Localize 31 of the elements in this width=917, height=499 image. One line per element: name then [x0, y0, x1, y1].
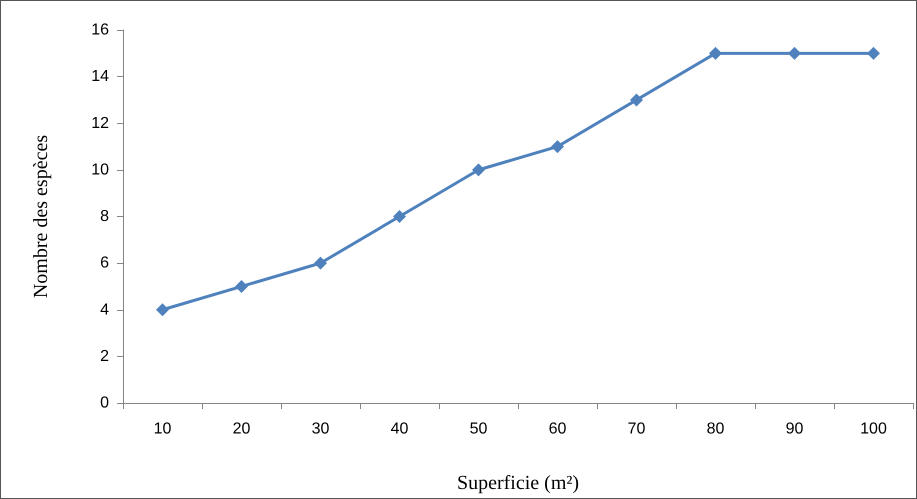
x-tick-label: 50: [470, 420, 488, 438]
point: [709, 46, 722, 60]
x-tick-label: 40: [390, 420, 408, 438]
y-tick-label: 10: [91, 161, 110, 178]
y-axis-title: Nombre des espèces: [30, 134, 52, 298]
y-tick-label: 12: [91, 114, 110, 132]
point: [788, 46, 801, 60]
x-tick-label: 10: [154, 420, 172, 438]
y-tick-label: 2: [100, 348, 110, 365]
point: [630, 93, 643, 106]
y-tick-label: 6: [100, 254, 110, 272]
point: [235, 280, 248, 293]
y-tick-label: 4: [100, 301, 110, 318]
y-tick-label: 0: [100, 394, 110, 412]
point: [156, 303, 169, 316]
x-tick-label: 60: [548, 420, 566, 438]
point: [867, 46, 880, 60]
x-tick-label: 30: [312, 420, 330, 438]
point: [551, 140, 564, 154]
y-tick-label: 8: [100, 208, 110, 225]
x-tick-label: 90: [786, 420, 804, 438]
y-tick-label: 16: [91, 22, 110, 38]
x-tick-label: 80: [706, 420, 724, 438]
point: [472, 163, 485, 176]
point: [314, 256, 327, 270]
x-axis-title: Superficie (m²): [456, 472, 580, 494]
x-tick-label: 70: [628, 420, 646, 438]
y-tick-label: 14: [91, 68, 110, 86]
point: [393, 210, 406, 223]
x-tick-label: 20: [232, 420, 250, 438]
x-tick-label: 100: [860, 420, 887, 438]
